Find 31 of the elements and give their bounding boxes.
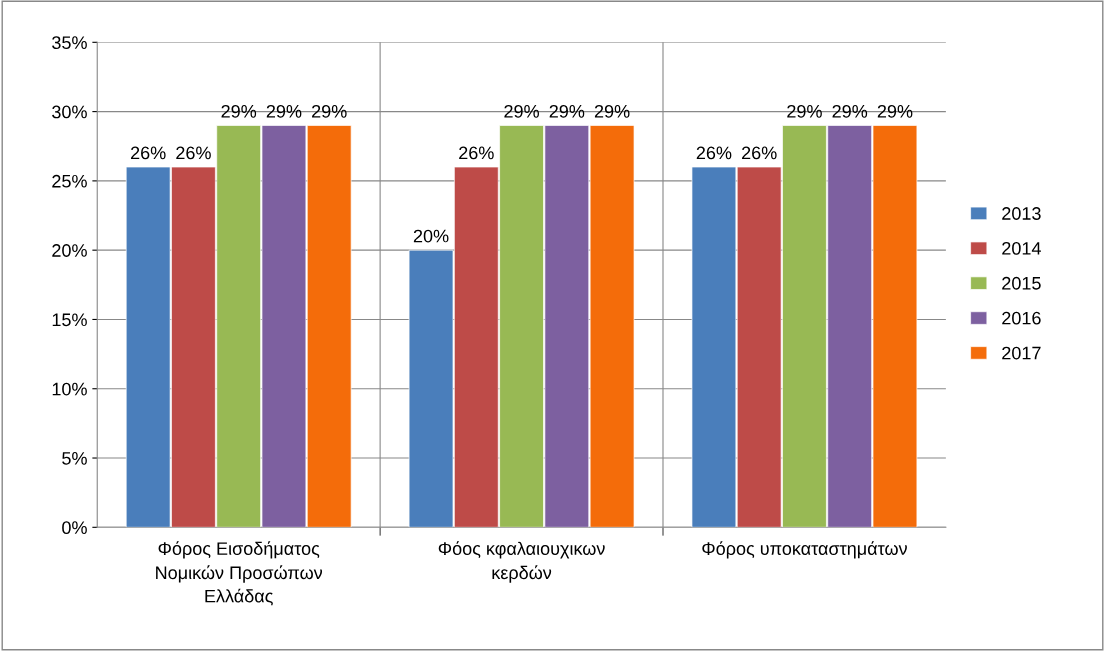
data-label: 26%: [131, 146, 166, 160]
y-tick-label: 15%: [52, 313, 87, 327]
data-label: 26%: [742, 146, 777, 160]
data-label: 29%: [221, 104, 257, 118]
y-tick-label: 10%: [52, 382, 87, 396]
data-label: 26%: [696, 146, 732, 160]
data-label: 29%: [787, 104, 822, 118]
x-tick-label: Φόος κφαλαιουχικων κερδών: [438, 541, 605, 583]
data-label: 29%: [312, 104, 347, 118]
y-tick-label: 0%: [62, 521, 87, 535]
legend-label: 2013: [1002, 207, 1041, 220]
data-label: 29%: [504, 104, 539, 118]
y-tick-label: 25%: [52, 174, 87, 188]
data-label: 29%: [549, 104, 585, 118]
data-label: 20%: [413, 229, 449, 243]
x-tick-label: Φόρος υποκαταστημάτων: [702, 541, 907, 559]
legend-label: 2014: [1002, 241, 1041, 255]
data-label: 29%: [266, 104, 302, 118]
data-label: 29%: [594, 104, 630, 118]
data-label: 29%: [832, 104, 868, 118]
y-tick-label: 30%: [52, 105, 87, 119]
legend-label: 2015: [1002, 276, 1041, 290]
x-tick-label: Φόρος Εισοδήματος Νομικών Προσώπων Ελλάδας: [156, 541, 323, 606]
data-label: 26%: [459, 146, 494, 160]
legend-label: 2017: [1002, 346, 1041, 360]
y-tick-label: 35%: [52, 36, 87, 50]
y-tick-label: 20%: [52, 244, 87, 257]
data-label: 26%: [176, 146, 211, 160]
y-tick-label: 5%: [62, 452, 87, 465]
legend-label: 2016: [1002, 311, 1041, 325]
data-label: 29%: [877, 104, 913, 118]
